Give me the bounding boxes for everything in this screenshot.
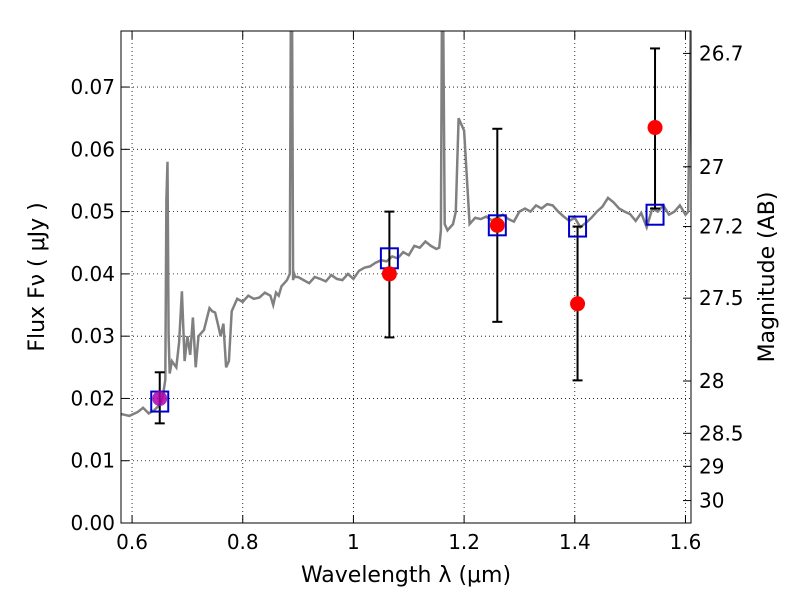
model-photometry-marker (568, 215, 588, 238)
y-tick-label: 0.04 (70, 262, 115, 286)
model-photometry-marker (487, 214, 507, 237)
grid-lines (121, 31, 691, 524)
x-axis-label: Wavelength λ (μm) (301, 563, 511, 588)
sed-model-curve-layer (121, 31, 691, 418)
y-tick-label: 0.01 (70, 449, 115, 473)
y2-tick-label: 26.7 (699, 41, 744, 65)
y-tick-label: 0.03 (70, 324, 115, 348)
model-photometry-marker (645, 203, 665, 226)
observed-flux-point (381, 266, 397, 282)
y2-tick-label: 29 (699, 454, 724, 478)
y-tick-label: 0.06 (70, 137, 115, 161)
observed-flux-point (152, 390, 168, 406)
x-tick-label: 1.2 (448, 530, 480, 554)
y-tick-label: 0.02 (70, 386, 115, 410)
y-axis-ticks: 0.00 0.01 0.02 0.03 0.04 0.05 0.06 0.07 (70, 75, 129, 535)
x-tick-label: 0.8 (227, 530, 259, 554)
y2-tick-label: 28.5 (699, 421, 744, 445)
y2-tick-label: 27.5 (699, 286, 744, 310)
y2-axis-ticks: 26.7 27 27.2 27.5 28 28.5 29 30 (683, 41, 744, 513)
x-axis-ticks: 0.6 0.8 1 1.2 1.4 1.6 (116, 31, 701, 554)
x-tick-label: 0.6 (116, 530, 148, 554)
y2-axis-label: Magnitude (AB) (755, 192, 780, 363)
y2-tick-label: 27 (699, 155, 724, 179)
x-tick-label: 1.4 (559, 530, 591, 554)
y2-tick-label: 30 (699, 489, 724, 513)
observed-flux-point (489, 217, 505, 233)
observed-flux-point (570, 296, 586, 312)
y2-tick-label: 27.2 (699, 215, 744, 239)
x-tick-label: 1.6 (670, 530, 702, 554)
y2-tick-label: 28 (699, 369, 724, 393)
observed-flux-point (647, 120, 663, 136)
plot-frame (120, 30, 692, 524)
y-tick-label: 0.00 (70, 511, 115, 535)
y-tick-label: 0.07 (70, 75, 115, 99)
y-tick-label: 0.05 (70, 200, 115, 224)
x-tick-label: 1 (347, 530, 360, 554)
y-axis-label: Flux Fν ( μJy ) (25, 202, 50, 351)
sed-model-curve (121, 31, 691, 418)
data-point-layer (152, 120, 663, 406)
model-marker-layer (150, 203, 665, 413)
